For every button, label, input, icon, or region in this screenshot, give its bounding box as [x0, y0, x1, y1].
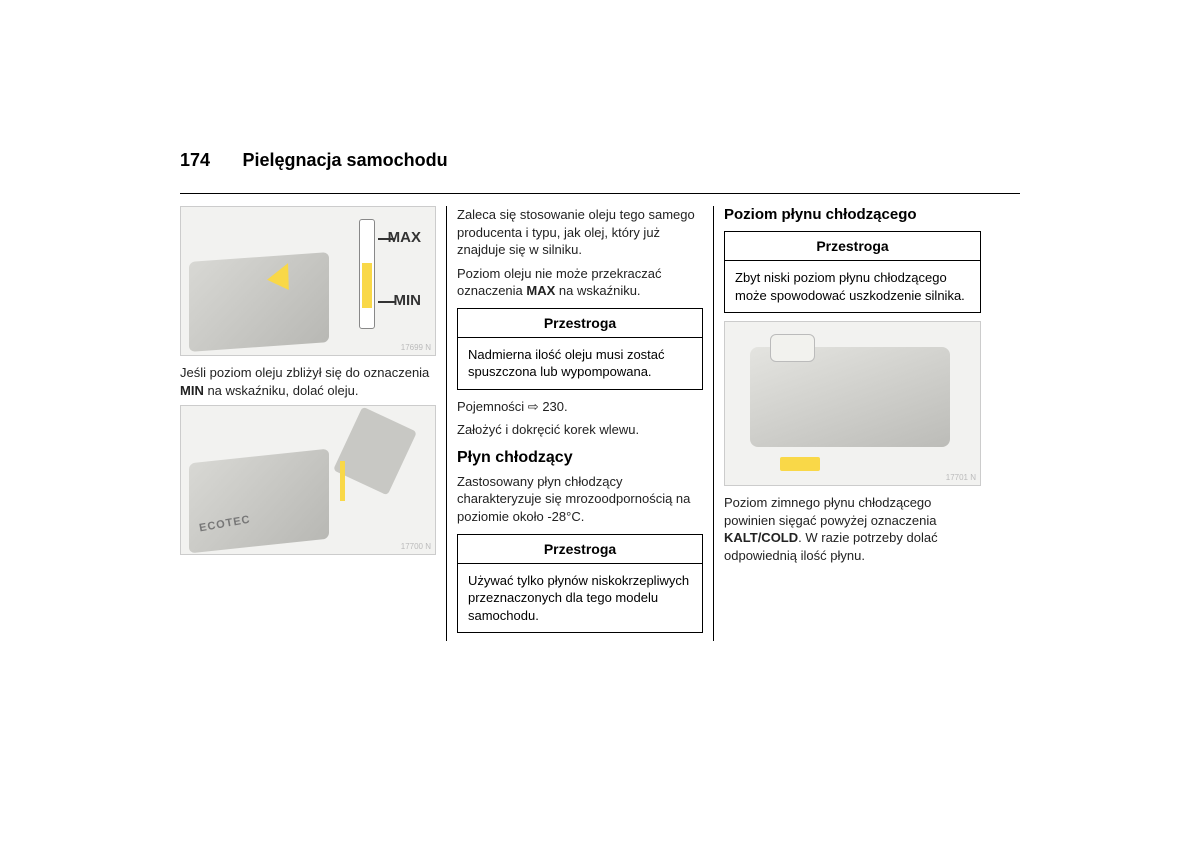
coolant-tank-illustration: 17701 N: [724, 321, 981, 486]
content-columns: MAX MIN 17699 N Jeśli poziom oleju zbliż…: [180, 206, 1020, 641]
text-fragment: Jeśli poziom oleju zbliżył się do oznacz…: [180, 365, 429, 380]
text-fragment: na wskaźniku, dolać oleju.: [204, 383, 359, 398]
caution-title: Przestroga: [458, 309, 702, 338]
text-fragment: na wskaźniku.: [555, 283, 640, 298]
page-number: 174: [180, 150, 210, 170]
oil-recommendation: Zaleca się stosowanie oleju tego samego …: [457, 206, 703, 259]
coolant-heading: Płyn chłodzący: [457, 449, 703, 467]
caution-box-coolant-type: Przestroga Używać tylko płynów niskokrze…: [457, 534, 703, 634]
caution-body: Nadmierna ilość oleju musi zostać spuszc…: [458, 338, 702, 389]
min-label: MIN: [394, 292, 422, 309]
cap-instruction: Założyć i dokręcić korek wlewu.: [457, 421, 703, 439]
header-rule: [180, 193, 1020, 194]
min-bold: MIN: [180, 383, 204, 398]
column-3: Poziom płynu chłodzącego Przestroga Zbyt…: [714, 206, 981, 641]
oil-level-text: Jeśli poziom oleju zbliżył się do oznacz…: [180, 364, 436, 399]
manual-page: 174 Pielęgnacja samochodu MAX MIN 17699 …: [180, 150, 1020, 641]
max-bold: MAX: [526, 283, 555, 298]
caution-box-coolant-level: Przestroga Zbyt niski poziom płynu chłod…: [724, 231, 981, 313]
coolant-spec: Zastosowany płyn chłodzący charakteryzuj…: [457, 473, 703, 526]
oil-fill-illustration: ECOTEC 17700 N: [180, 405, 436, 555]
max-label: MAX: [388, 229, 421, 246]
chapter-title: Pielęgnacja samochodu: [243, 150, 448, 170]
column-2: Zaleca się stosowanie oleju tego samego …: [447, 206, 714, 641]
kalt-cold-bold: KALT/COLD: [724, 530, 798, 545]
coolant-level-text: Poziom zimnego płynu chłodzącego powinie…: [724, 494, 981, 564]
text-fragment: Poziom zimnego płynu chłodzącego powinie…: [724, 495, 936, 528]
caution-title: Przestroga: [458, 535, 702, 564]
coolant-level-heading: Poziom płynu chłodzącego: [724, 206, 981, 223]
dipstick-illustration: MAX MIN 17699 N: [180, 206, 436, 356]
caution-body: Zbyt niski poziom płynu chłodzącego może…: [725, 261, 980, 312]
oil-max-text: Poziom oleju nie może przekraczać oznacz…: [457, 265, 703, 300]
page-header: 174 Pielęgnacja samochodu: [180, 150, 1020, 171]
caution-title: Przestroga: [725, 232, 980, 261]
caution-body: Używać tylko płynów niskokrzepliwych prz…: [458, 564, 702, 633]
column-1: MAX MIN 17699 N Jeśli poziom oleju zbliż…: [180, 206, 447, 641]
caution-box-oil: Przestroga Nadmierna ilość oleju musi zo…: [457, 308, 703, 390]
capacity-ref: Pojemności ⇨ 230.: [457, 398, 703, 416]
